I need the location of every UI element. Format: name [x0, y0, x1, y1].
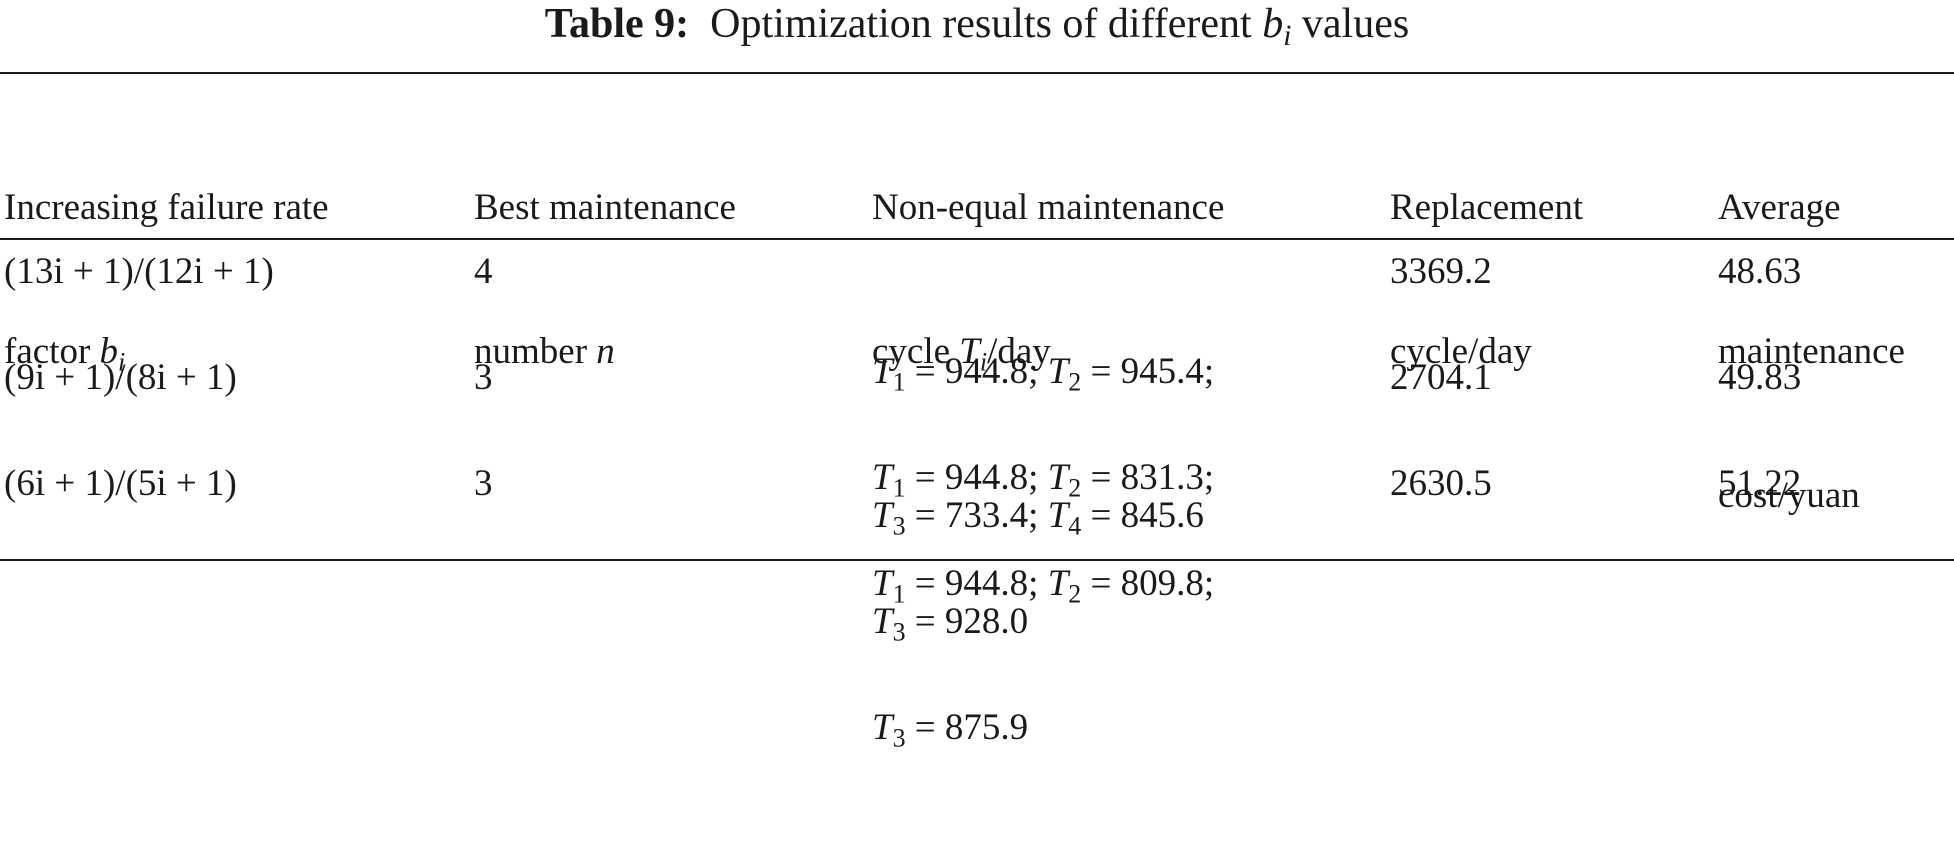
- row-3-cycle-sub-2: 2: [1068, 579, 1082, 609]
- row-1-cost: 48.63: [1718, 251, 1802, 292]
- row-1-cycle-value-2: 945.4: [1120, 351, 1204, 392]
- caption-tail: values: [1301, 1, 1410, 47]
- row-3-cycle-sub-3: 3: [892, 723, 906, 753]
- header-n-line-2: number: [474, 331, 588, 372]
- row-3-factor: (6i + 1)/(5i + 1): [4, 463, 237, 504]
- row-1-factor: (13i + 1)/(12i + 1): [4, 251, 274, 292]
- row-3-cycle-value-2: 809.8: [1120, 563, 1204, 604]
- header-rule: [0, 238, 1954, 240]
- header-cost-line-1: Average: [1718, 187, 1841, 228]
- row-3-cycle-value-3: 875.9: [944, 707, 1029, 748]
- caption-text: Optimization results of different: [710, 1, 1252, 47]
- row-1-cycle-value-3: 733.4: [944, 495, 1029, 536]
- header-factor-line-2: factor: [4, 331, 91, 372]
- header-factor-var: b: [99, 331, 119, 372]
- header-n: Best maintenance number n: [474, 88, 736, 424]
- row-2-n: 3: [474, 357, 493, 398]
- bottom-rule: [0, 559, 1954, 561]
- row-2-replacement: 2704.1: [1390, 357, 1492, 398]
- header-n-var: n: [596, 331, 615, 372]
- header-replacement-line-2: cycle/day: [1390, 331, 1532, 372]
- row-2-cycle-sub-1: 1: [892, 473, 906, 503]
- row-3-cost: 51.22: [1718, 463, 1802, 504]
- header-cycle-unit: /day: [987, 331, 1051, 372]
- row-2-cycle-value-1: 944.8: [944, 457, 1029, 498]
- row-2-cost: 49.83: [1718, 357, 1802, 398]
- row-2-factor: (9i + 1)/(8i + 1): [4, 357, 237, 398]
- row-1-replacement: 3369.2: [1390, 251, 1492, 292]
- row-1-n: 4: [474, 251, 493, 292]
- caption-var: b: [1262, 1, 1284, 47]
- row-1-cycle-sub-2: 2: [1068, 367, 1082, 397]
- header-factor: Increasing failure rate factor bi: [4, 88, 329, 424]
- header-cycle-var: T: [959, 331, 980, 372]
- row-2-cycle-sub-2: 2: [1068, 473, 1082, 503]
- header-factor-var-sub: i: [118, 347, 126, 377]
- row-1-cycle-value-4: 845.6: [1120, 495, 1204, 536]
- row-3-replacement: 2630.5: [1390, 463, 1492, 504]
- row-2-cycle-value-2: 831.3: [1120, 457, 1204, 498]
- header-cycle-var-sub: i: [979, 347, 988, 377]
- top-rule: [0, 72, 1954, 74]
- table-caption: Table 9: Optimization results of differe…: [0, 0, 1954, 51]
- header-cost: Average maintenance cost/yuan: [1718, 88, 1905, 568]
- header-replacement-line-1: Replacement: [1390, 187, 1584, 228]
- header-cycle-line-2: cycle: [872, 331, 951, 372]
- header-cost-line-3: cost/yuan: [1718, 475, 1860, 516]
- row-3-cycle-value-1: 944.8: [944, 563, 1029, 604]
- caption-label: Table 9:: [544, 1, 690, 47]
- row-3-n: 3: [474, 463, 493, 504]
- row-1-cycle-sub-1: 1: [892, 367, 906, 397]
- row-1-cycle-value-1: 944.8: [944, 351, 1029, 392]
- header-cost-line-2: maintenance: [1718, 331, 1905, 372]
- row-1-cycles: T1 = 944.8; T2 = 945.4; T3 = 733.4; T4 =…: [872, 351, 1215, 541]
- header-factor-line-1: Increasing failure rate: [4, 187, 329, 228]
- header-n-line-1: Best maintenance: [474, 187, 736, 228]
- row-3-cycle-sub-1: 1: [892, 579, 906, 609]
- header-replacement: Replacement cycle/day: [1390, 88, 1583, 424]
- row-3-cycles: T1 = 944.8; T2 = 809.8; T3 = 875.9: [872, 563, 1215, 753]
- row-1-cycle-sub-3: 3: [892, 511, 906, 541]
- header-cycle: Non-equal maintenance cycle Ti/day: [872, 88, 1224, 424]
- header-cycle-line-1: Non-equal maintenance: [872, 187, 1225, 228]
- caption-var-sub: i: [1283, 20, 1292, 53]
- row-1-cycle-sub-4: 4: [1068, 511, 1082, 541]
